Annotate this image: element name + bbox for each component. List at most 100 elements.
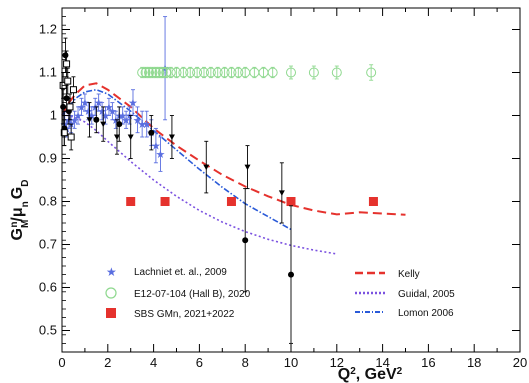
x-tick-label-12: 12 [330, 355, 344, 370]
data-point [308, 67, 319, 78]
data-point [198, 67, 209, 78]
data-point [185, 67, 196, 78]
data-point [116, 121, 123, 128]
data-point [368, 197, 378, 206]
x-axis-title-rest: , GeV [356, 366, 397, 383]
data-point [160, 197, 170, 206]
data-point [137, 67, 148, 78]
data-point: ★ [97, 106, 107, 118]
data-point: ★ [160, 63, 170, 75]
data-point: ★ [142, 119, 152, 131]
data-point [60, 129, 68, 137]
legend-left-marker-1 [105, 287, 117, 299]
data-point [219, 67, 230, 78]
x-tick-label-8: 8 [242, 355, 249, 370]
y-tick-label-0: 0.5 [39, 323, 57, 338]
data-point [171, 67, 182, 78]
data-point: ★ [80, 98, 90, 110]
data-point [67, 133, 75, 141]
series-9 [242, 188, 294, 344]
data-point [366, 67, 377, 78]
data-point: ★ [60, 119, 70, 131]
data-point [244, 164, 251, 171]
y-tick-label-5: 1 [50, 108, 57, 123]
data-point [140, 67, 151, 78]
data-point: ★ [87, 111, 97, 123]
series-4 [137, 64, 377, 81]
data-point: ★ [107, 106, 117, 118]
data-point [60, 103, 67, 110]
x-tick-label-2: 2 [104, 355, 111, 370]
y-axis-title-g: G [9, 228, 26, 240]
data-point [178, 67, 189, 78]
data-point [212, 67, 223, 78]
x-tick-label-20: 20 [513, 355, 527, 370]
x-tick-label-6: 6 [196, 355, 203, 370]
data-point [233, 67, 244, 78]
data-point [86, 117, 93, 123]
data-point: ★ [77, 102, 87, 114]
data-point [286, 197, 296, 206]
x-tick-label-18: 18 [467, 355, 481, 370]
y-tick-label-2: 0.7 [39, 237, 57, 252]
x-axis-title: Q2, GeV2 [338, 366, 403, 383]
data-point [288, 271, 294, 278]
series-5 [126, 197, 378, 206]
y-axis-title-mu: μ [9, 207, 26, 217]
data-point: ★ [125, 111, 135, 123]
data-point [62, 52, 69, 59]
legend-right-item-0: Kelly [355, 269, 420, 280]
data-point: ★ [137, 119, 147, 131]
legend-right-label-0: Kelly [398, 269, 420, 280]
series-line-0 [61, 82, 406, 216]
data-point: ★ [118, 111, 128, 123]
y-tick-label-6: 1.1 [39, 65, 57, 80]
data-point: ★ [70, 115, 80, 127]
series-1 [62, 114, 337, 255]
y-axis-title-musub: n [20, 201, 31, 207]
data-point [242, 237, 249, 244]
legend-left-marker-0: ★ [106, 265, 117, 279]
data-point [64, 77, 72, 85]
data-point: ★ [90, 102, 100, 114]
data-point: ★ [104, 102, 114, 114]
data-point [127, 134, 134, 140]
series-0 [61, 82, 406, 216]
data-point [63, 60, 71, 68]
legend-right-label-2: Lomon 2006 [398, 308, 454, 319]
data-point: ★ [101, 111, 111, 123]
x-axis-title-sup: 2 [350, 366, 356, 377]
data-point [278, 190, 285, 196]
series-line-1 [62, 114, 337, 255]
axes-layer: 0 2 4 6 8 10 12 14 16 18 20 0.5 0.6 0.7 0.8 0.9 1 1.1 1.2 [39, 7, 527, 370]
data-point [100, 121, 107, 128]
legend-left-label-2: SBS GMn, 2021+2022 [134, 309, 235, 320]
data-point: ★ [111, 115, 121, 127]
y-axis-title-gsub: M [20, 220, 31, 228]
data-point: ★ [121, 115, 131, 127]
y-axis-title-slash: / [9, 217, 26, 222]
data-point [126, 197, 136, 206]
legend-left-item-2: SBS GMn, 2021+2022 [106, 308, 235, 320]
y-tick-label-1: 0.6 [39, 280, 57, 295]
data-point [226, 197, 236, 206]
data-point [148, 129, 155, 136]
data-point [286, 67, 296, 78]
data-point [93, 116, 100, 123]
data-point [331, 67, 342, 78]
data-point: ★ [83, 106, 93, 118]
data-point [192, 67, 203, 78]
legend-left-item-0: ★ Lachniet et. al., 2009 [106, 265, 227, 279]
data-point: ★ [94, 98, 104, 110]
x-tick-label-16: 16 [421, 355, 435, 370]
x-tick-label-14: 14 [375, 355, 389, 370]
data-point [165, 67, 176, 78]
data-point: ★ [151, 141, 161, 153]
legend-right-item-1: Guidal, 2005 [355, 289, 455, 300]
series-layer: ★★★★★★★★★★★★★★★★★★★★★★★★★★★★★ [59, 16, 406, 344]
data-point [150, 67, 161, 78]
x-axis-title-main: Q [338, 366, 350, 383]
y-axis-title-gd: G [9, 187, 26, 199]
x-tick-label-10: 10 [284, 355, 298, 370]
